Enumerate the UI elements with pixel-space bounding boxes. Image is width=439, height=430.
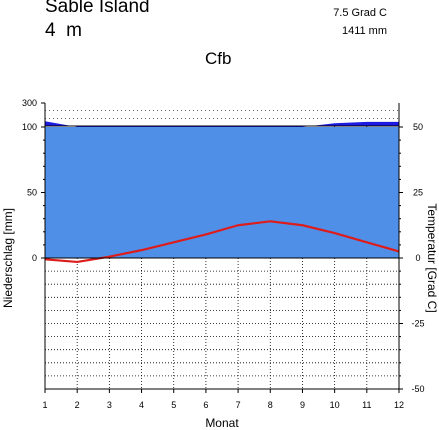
right-tick-label: -50 <box>411 384 424 394</box>
x-tick-label: 12 <box>394 400 404 410</box>
left-tick-label: 0 <box>32 253 37 263</box>
x-tick-label: 11 <box>362 400 371 410</box>
annual-precipitation: 1411 mm <box>341 25 387 37</box>
precipitation-area-fill <box>45 127 399 258</box>
right-tick-label: -25 <box>411 319 424 329</box>
station-elevation: 4 m <box>45 20 82 41</box>
left-tick-label: 300 <box>22 98 37 108</box>
left-axis-title: Niederschlag [mm] <box>1 208 15 308</box>
right-axis-title: Temperatur [Grad C] <box>425 203 439 312</box>
right-tick-label: 0 <box>415 253 420 263</box>
left-tick-label: 50 <box>27 188 37 198</box>
mean-temperature: 7.5 Grad C <box>333 7 387 19</box>
x-tick-label: 9 <box>300 400 305 410</box>
x-axis-title: Monat <box>205 416 239 430</box>
x-tick-label: 10 <box>330 400 340 410</box>
x-tick-label: 3 <box>107 400 112 410</box>
climate-class: Cfb <box>205 49 232 68</box>
right-tick-label: 25 <box>413 188 423 198</box>
x-tick-label: 1 <box>42 400 47 410</box>
x-tick-label: 5 <box>171 400 176 410</box>
left-tick-label: 100 <box>22 122 37 132</box>
x-tick-label: 4 <box>139 400 144 410</box>
x-tick-label: 6 <box>203 400 208 410</box>
right-tick-label: 50 <box>413 122 423 132</box>
station-name: Sable Island <box>45 0 150 17</box>
x-tick-label: 8 <box>268 400 273 410</box>
x-tick-label: 7 <box>236 400 241 410</box>
x-tick-label: 2 <box>75 400 80 410</box>
precipitation-area <box>45 121 399 258</box>
